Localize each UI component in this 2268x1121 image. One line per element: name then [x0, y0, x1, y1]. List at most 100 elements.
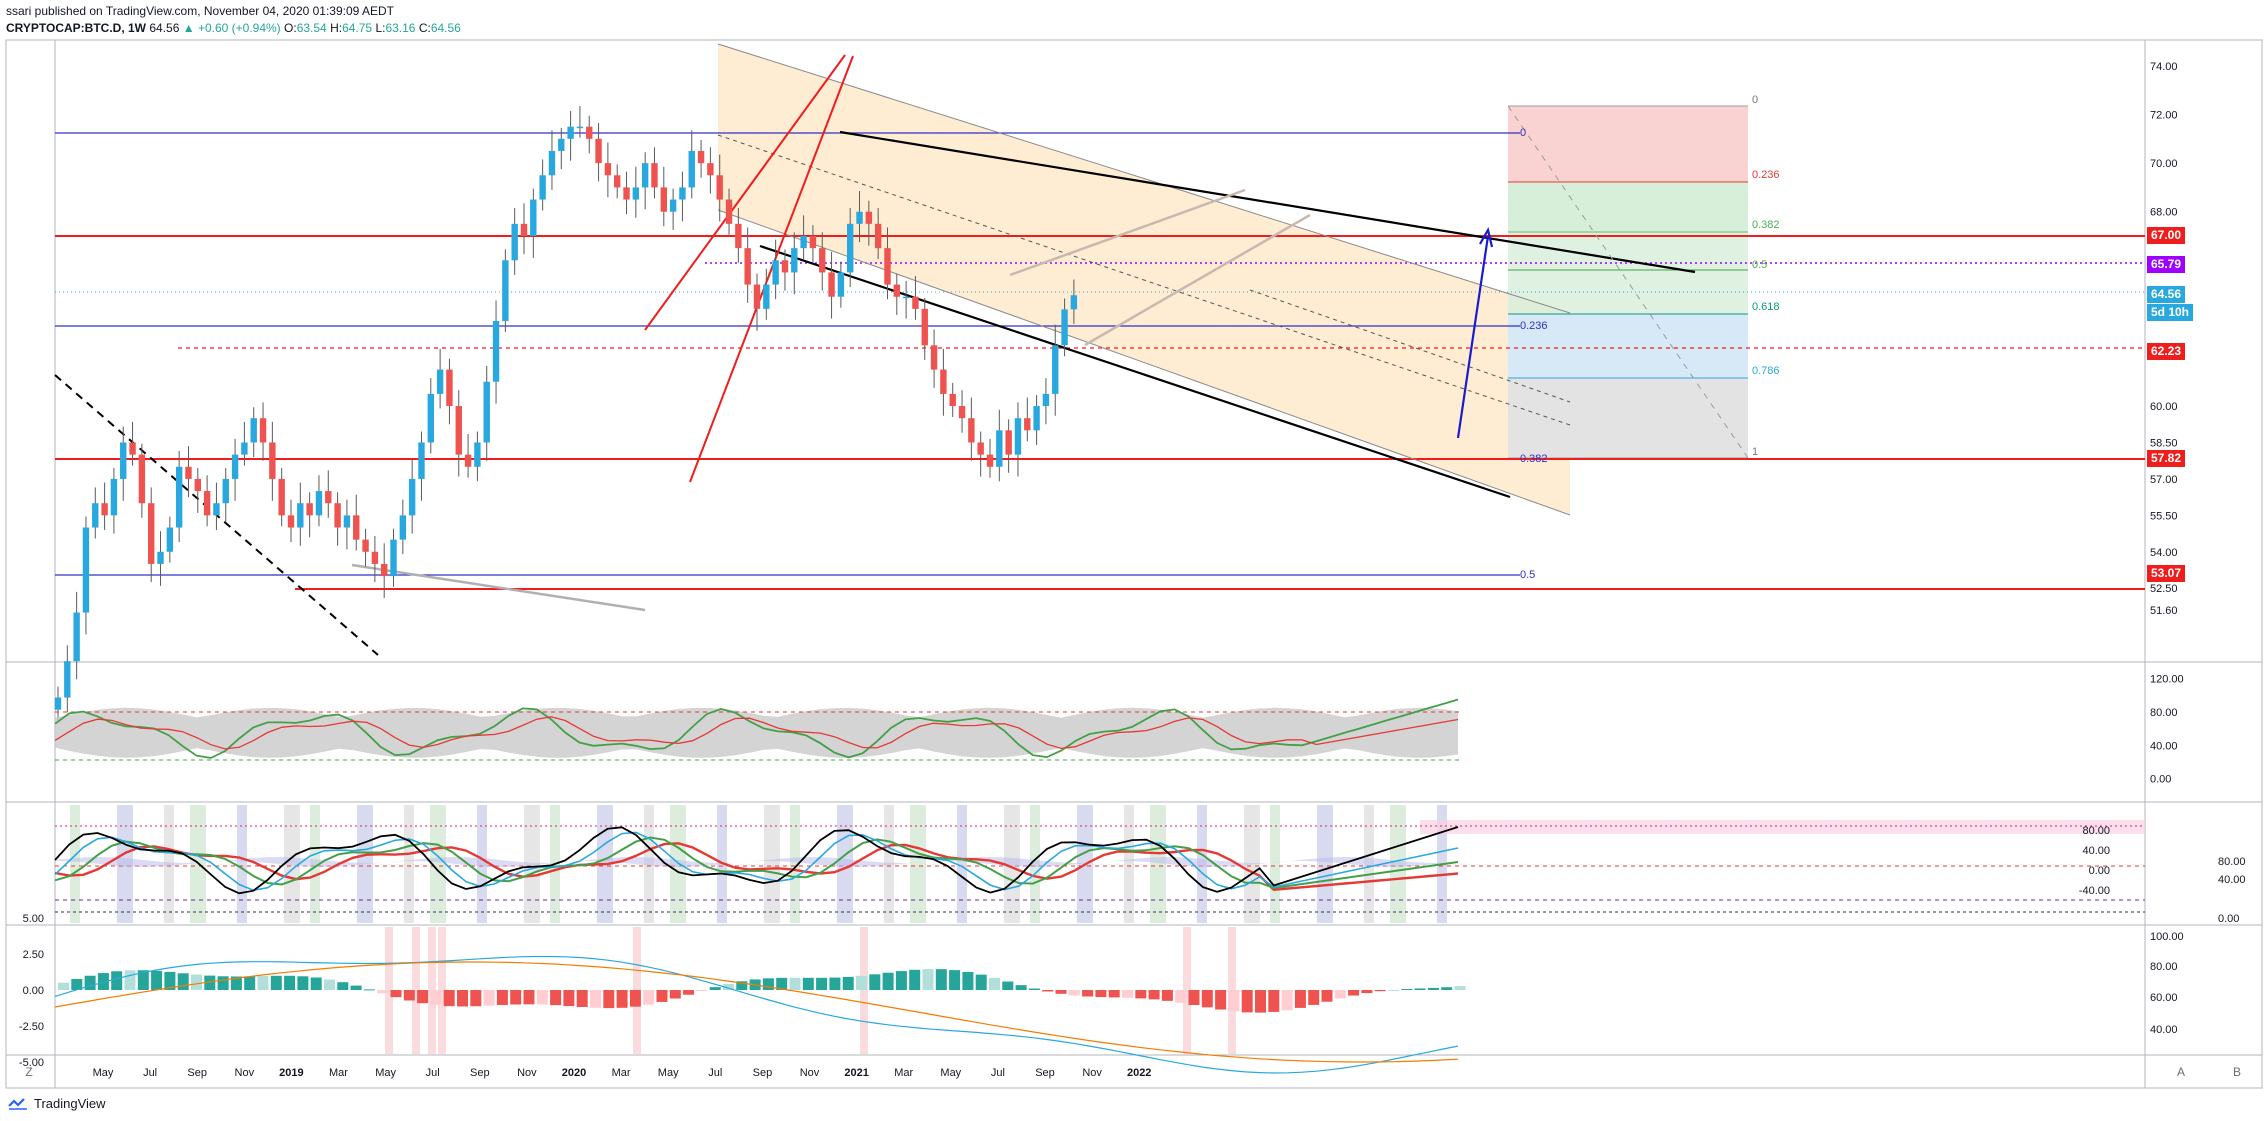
candle-body — [390, 539, 397, 577]
channel-upper-line — [717, 43, 1571, 314]
macd-bar — [310, 977, 322, 990]
macd-bar — [829, 977, 841, 990]
zoom-reset-button[interactable]: Z — [25, 1065, 33, 1079]
time-axis[interactable]: 80.00 40.00 0.00 -40.00 80.00 40.00 0.00 5.00 2.… — [19, 825, 2246, 1079]
macd-bar — [58, 982, 69, 990]
oscillator-pane-1 — [54, 698, 1460, 761]
channel-mid-line-1 — [717, 134, 1571, 426]
candle-body — [343, 515, 351, 528]
time-tick-9: Nov — [517, 1067, 537, 1079]
macd-bar — [1374, 990, 1386, 992]
candle-body — [278, 478, 285, 516]
low-label: L: — [375, 21, 386, 35]
osc1-tick-3: 0.00 — [2150, 774, 2171, 786]
price-tag-level-53.07: 53.07 — [2147, 565, 2186, 583]
candle-body — [968, 418, 975, 443]
candle-body — [455, 406, 462, 455]
price-tag-level-67: 67.00 — [2147, 227, 2186, 244]
fib-left-0382-label: 0.382 — [1520, 453, 1548, 465]
macd-bar — [1388, 989, 1399, 991]
macd-pane — [54, 927, 1466, 1074]
candle-body — [325, 491, 332, 504]
footer-brand-label: TradingView — [34, 1096, 106, 1111]
candle-body — [185, 466, 192, 479]
macd-bar — [204, 975, 216, 990]
osc2-signal-band — [1150, 805, 1166, 923]
macd-bar — [363, 989, 375, 991]
change-value: ▲ +0.60 (+0.94%) — [182, 21, 281, 35]
osc2-signal-band — [1270, 805, 1280, 923]
macd-bar — [1188, 990, 1200, 1005]
candle-body — [744, 248, 751, 285]
macd-signal-band — [1183, 927, 1191, 1054]
footer-brand[interactable]: TradingView — [8, 1096, 106, 1111]
macd-bar — [84, 975, 96, 990]
time-tick-13: Jul — [708, 1067, 722, 1079]
time-tick-19: Jul — [991, 1067, 1005, 1079]
candle-body — [781, 260, 789, 273]
macd-line — [54, 961, 1459, 1063]
candle-body — [371, 551, 379, 564]
candle-body — [902, 296, 910, 299]
time-tick-5: Mar — [329, 1067, 348, 1079]
candle-body — [725, 199, 733, 224]
time-tick-14: Sep — [753, 1067, 773, 1079]
candle-body — [148, 503, 155, 564]
macd-bar — [576, 990, 588, 1008]
auto-scale-button[interactable]: A — [2176, 1065, 2185, 1079]
macd-bar — [111, 971, 123, 990]
candle-body — [632, 187, 640, 200]
candle-body — [120, 442, 127, 479]
price-tag-level-62.23: 62.23 — [2147, 342, 2186, 360]
price-tick-8: 60.00 — [2150, 401, 2178, 413]
candle-body — [138, 454, 146, 504]
macd-bar — [909, 969, 921, 990]
osc2-signal-band — [404, 805, 414, 923]
symbol-label[interactable]: CRYPTOCAP:BTC.D, 1W — [6, 21, 147, 35]
macd-bar — [337, 982, 349, 990]
macd-right-tick-1: 80.00 — [2150, 961, 2178, 973]
time-tick-22: 2022 — [1127, 1067, 1151, 1079]
macd-bar — [443, 990, 455, 1007]
osc2-blue-line — [54, 831, 1459, 892]
macd-bar — [776, 977, 788, 990]
candle-body — [511, 223, 518, 261]
flag-upper-line — [1009, 188, 1246, 277]
candle-body — [996, 430, 1003, 467]
price-axis[interactable]: 74.0072.0070.0068.0066.0060.0058.5057.00… — [2150, 61, 2184, 786]
macd-bar — [257, 976, 269, 990]
fib-right-0618-label: 0.618 — [1752, 301, 1780, 313]
rising-wedge-lower — [689, 55, 854, 483]
candle-body — [940, 369, 947, 394]
osc2-overbought-zone — [1420, 820, 2145, 834]
macd-bar — [164, 971, 176, 990]
candle-body — [669, 199, 677, 212]
candle-body — [203, 491, 211, 516]
close-value: 64.56 — [430, 21, 461, 35]
macd-signal-band — [860, 927, 868, 1054]
osc2-left-tick-2: 0.00 — [2089, 865, 2110, 877]
macd-left-tick-0: 5.00 — [23, 913, 44, 925]
rising-wedge-upper — [644, 54, 846, 331]
candle-body — [930, 345, 938, 370]
price-tick-10: 57.00 — [2150, 474, 2178, 486]
candle-body — [614, 175, 621, 188]
time-tick-4: 2019 — [279, 1067, 303, 1079]
b-button[interactable]: B — [2232, 1065, 2241, 1079]
osc2-signal-band — [790, 805, 800, 923]
candle-body — [856, 211, 863, 224]
macd-bar — [683, 990, 695, 995]
candle-body — [297, 503, 304, 528]
macd-bar — [975, 974, 987, 990]
candle-body — [520, 223, 528, 236]
macd-signal-band — [412, 927, 420, 1054]
fib-right-05-label: 0.5 — [1752, 259, 1767, 271]
candle-body — [408, 478, 416, 516]
candle-body — [157, 551, 164, 564]
candle-body — [604, 163, 612, 176]
macd-right-tick-2: 60.00 — [2150, 992, 2178, 1004]
fib-right-0786-label: 0.786 — [1752, 365, 1780, 377]
fib-zone-0618-0786 — [1508, 314, 1748, 378]
candle-body — [688, 150, 695, 188]
